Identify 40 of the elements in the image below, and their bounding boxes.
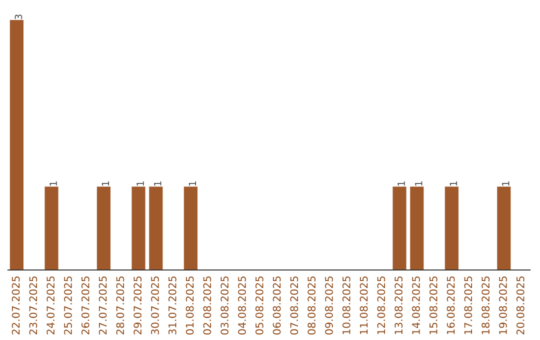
x-tick-label: 08.08.2025 xyxy=(308,276,316,335)
data-label: 1 xyxy=(102,181,109,186)
x-tick-label: 18.08.2025 xyxy=(482,276,490,334)
data-label: 1 xyxy=(398,181,405,186)
x-tick-label: 29.07.2025 xyxy=(134,276,142,334)
x-tick-label: 01.08.2025 xyxy=(186,276,194,335)
x-tick-label: 22.07.2025 xyxy=(12,276,20,334)
data-label: 1 xyxy=(502,181,510,186)
x-tick-label: 23.07.2025 xyxy=(29,276,38,334)
data-label: 1 xyxy=(50,181,57,186)
x-tick-label: 20.08.2025 xyxy=(516,276,524,334)
x-tick-label: 17.08.2025 xyxy=(464,276,472,334)
data-label: 1 xyxy=(154,181,162,186)
data-label: 3 xyxy=(14,14,22,20)
data-label: 1 xyxy=(450,181,457,186)
x-tick-label: 03.08.2025 xyxy=(220,276,229,335)
x-tick-label: 25.07.2025 xyxy=(64,276,72,334)
x-tick-label: 13.08.2025 xyxy=(394,276,403,334)
data-label: 1 xyxy=(136,181,144,186)
x-tick-label: 12.08.2025 xyxy=(377,276,386,334)
x-tick-label: 26.07.2025 xyxy=(81,276,90,334)
x-tick-label: 02.08.2025 xyxy=(203,276,212,335)
x-tick-label: 27.07.2025 xyxy=(98,276,107,334)
x-tick-label: 24.07.2025 xyxy=(46,276,55,334)
x-tick-label: 06.08.2025 xyxy=(272,276,281,335)
data-label: 1 xyxy=(415,181,422,186)
x-tick-label: 16.08.2025 xyxy=(446,276,455,334)
x-tick-label: 10.08.2025 xyxy=(342,276,350,334)
data-label: 1 xyxy=(188,181,196,186)
x-tick-label: 11.08.2025 xyxy=(360,276,368,334)
x-tick-label: 15.08.2025 xyxy=(429,276,438,334)
x-tick-label: 04.08.2025 xyxy=(238,276,246,335)
x-tick-label: 05.08.2025 xyxy=(255,276,264,335)
x-tick-label: 07.08.2025 xyxy=(290,276,298,335)
x-tick-label: 14.08.2025 xyxy=(412,276,420,334)
x-tick-label: 30.07.2025 xyxy=(151,276,159,334)
x-tick-label: 28.07.2025 xyxy=(116,276,124,334)
x-tick-label: 09.08.2025 xyxy=(325,276,333,335)
x-tick-label: 19.08.2025 xyxy=(499,276,507,334)
x-tick-label: 31.07.2025 xyxy=(168,276,176,334)
